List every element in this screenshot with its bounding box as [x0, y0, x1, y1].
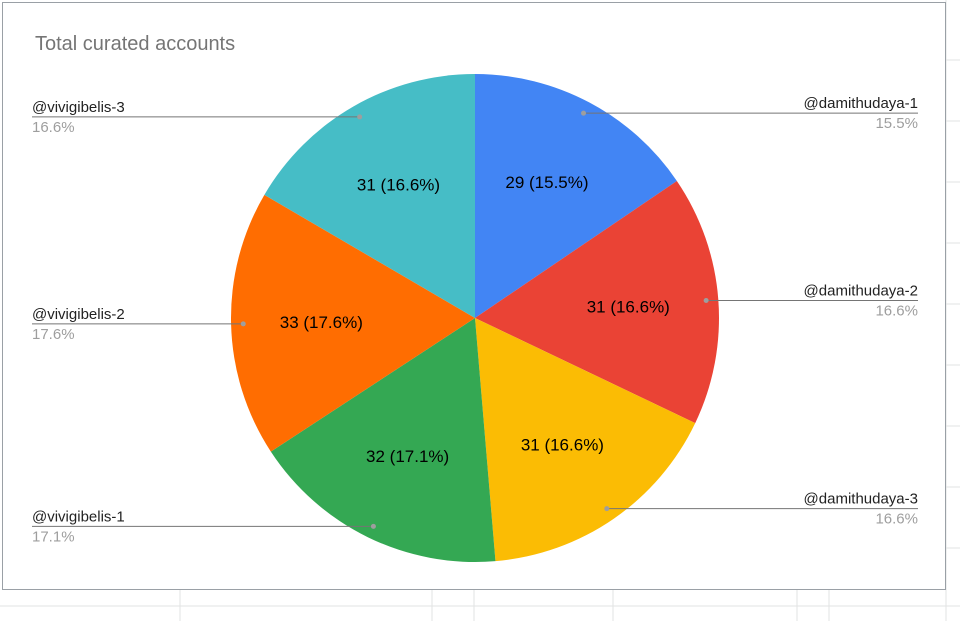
callout-percent-vivigibelis-1: 17.1% — [32, 528, 75, 545]
callout-percent-vivigibelis-2: 17.6% — [32, 326, 75, 343]
callout-label-vivigibelis-3: @vivigibelis-3 — [32, 99, 125, 116]
pie-slice-vivigibelis-1[interactable] — [270, 318, 496, 562]
pie-slice-damithudaya-3[interactable] — [475, 318, 696, 562]
callout-percent-damithudaya-1: 15.5% — [875, 115, 918, 132]
slice-data-label-damithudaya-2: 31 (16.6%) — [587, 297, 670, 316]
slice-data-label-vivigibelis-2: 33 (17.6%) — [280, 313, 363, 332]
callout-label-damithudaya-3: @damithudaya-3 — [804, 491, 918, 508]
callout-label-vivigibelis-1: @vivigibelis-1 — [32, 508, 125, 525]
callout-dot-damithudaya-3 — [604, 506, 610, 512]
callout-dot-vivigibelis-1 — [370, 523, 376, 529]
pie-slice-vivigibelis-2[interactable] — [230, 194, 475, 452]
callout-label-damithudaya-1: @damithudaya-1 — [804, 95, 918, 112]
slice-data-label-damithudaya-1: 29 (15.5%) — [505, 173, 588, 192]
callout-percent-damithudaya-2: 16.6% — [875, 302, 918, 319]
callout-dot-vivigibelis-2 — [240, 321, 246, 327]
pie-slice-damithudaya-2[interactable] — [475, 180, 719, 424]
pie-slice-damithudaya-1[interactable] — [475, 74, 677, 318]
callout-percent-vivigibelis-3: 16.6% — [32, 119, 75, 136]
callout-dot-damithudaya-1 — [581, 110, 587, 116]
pie-slice-vivigibelis-3[interactable] — [264, 74, 475, 318]
callout-dot-damithudaya-2 — [703, 297, 709, 303]
slice-data-label-vivigibelis-1: 32 (17.1%) — [366, 447, 449, 466]
chart-title: Total curated accounts — [35, 33, 236, 55]
callout-percent-damithudaya-3: 16.6% — [875, 511, 918, 528]
slice-data-label-vivigibelis-3: 31 (16.6%) — [357, 176, 440, 195]
callout-label-damithudaya-2: @damithudaya-2 — [804, 282, 918, 299]
callout-dot-vivigibelis-3 — [357, 114, 363, 120]
callout-label-vivigibelis-2: @vivigibelis-2 — [32, 306, 125, 323]
slice-data-label-damithudaya-3: 31 (16.6%) — [521, 435, 604, 454]
